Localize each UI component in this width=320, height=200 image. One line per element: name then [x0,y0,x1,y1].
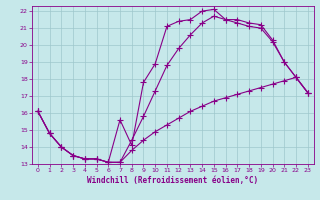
X-axis label: Windchill (Refroidissement éolien,°C): Windchill (Refroidissement éolien,°C) [87,176,258,185]
